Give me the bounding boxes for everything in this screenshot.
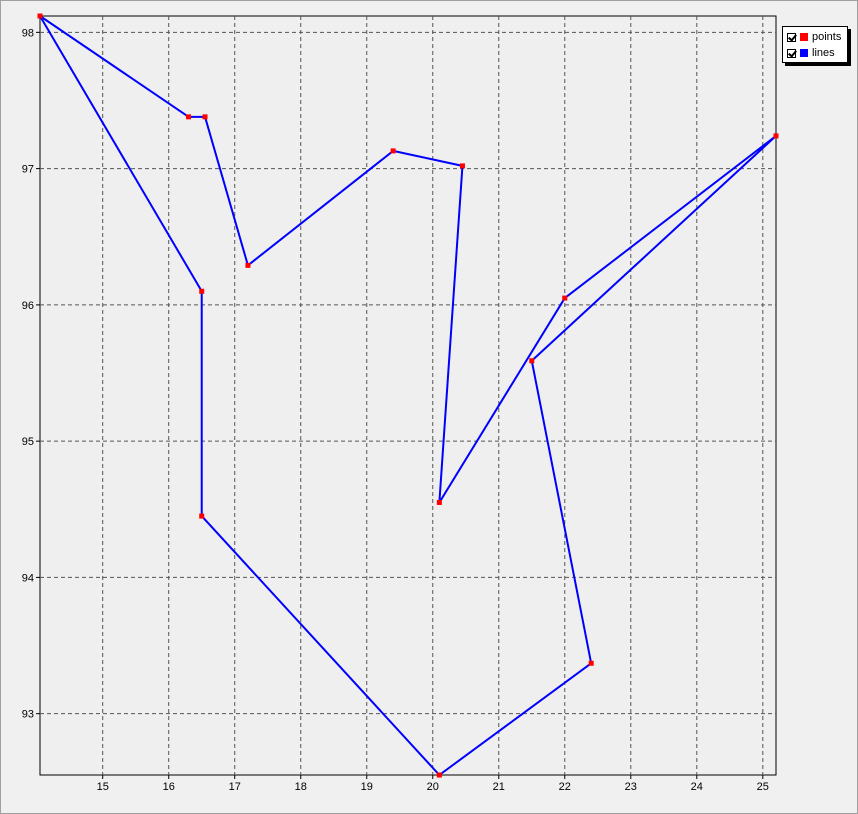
y-tick-label: 93 bbox=[22, 709, 34, 721]
data-point bbox=[245, 262, 251, 268]
data-point bbox=[199, 288, 205, 294]
x-tick-label: 22 bbox=[559, 781, 571, 793]
legend-item-points[interactable]: points bbox=[787, 29, 843, 45]
y-axis: 93 94 95 96 97 98 bbox=[22, 27, 40, 721]
data-point bbox=[199, 513, 205, 519]
legend-swatch-lines bbox=[800, 49, 808, 57]
data-point bbox=[588, 660, 594, 666]
y-tick-label: 94 bbox=[22, 572, 34, 584]
x-tick-label: 16 bbox=[163, 781, 175, 793]
data-point bbox=[436, 772, 442, 778]
x-axis: 15 16 17 18 19 20 21 22 23 24 25 bbox=[97, 775, 769, 793]
y-tick-label: 95 bbox=[22, 436, 34, 448]
data-point bbox=[459, 163, 465, 169]
data-point bbox=[436, 499, 442, 505]
legend: points lines bbox=[782, 26, 848, 63]
x-tick-label: 25 bbox=[757, 781, 769, 793]
data-point bbox=[773, 133, 779, 139]
x-tick-label: 18 bbox=[295, 781, 307, 793]
points-series bbox=[37, 13, 779, 778]
plot-area bbox=[39, 15, 777, 776]
x-tick-label: 15 bbox=[97, 781, 109, 793]
data-point bbox=[37, 13, 43, 19]
x-tick-label: 20 bbox=[427, 781, 439, 793]
y-tick-label: 98 bbox=[22, 27, 34, 39]
data-point bbox=[186, 114, 192, 120]
x-tick-label: 21 bbox=[493, 781, 505, 793]
x-tick-label: 24 bbox=[691, 781, 703, 793]
y-tick-label: 96 bbox=[22, 300, 34, 312]
legend-item-lines[interactable]: lines bbox=[787, 45, 843, 61]
x-tick-label: 19 bbox=[361, 781, 373, 793]
data-point bbox=[529, 358, 535, 364]
legend-label-points: points bbox=[812, 31, 842, 43]
data-point bbox=[562, 295, 568, 301]
grid-layer bbox=[40, 16, 776, 775]
data-point bbox=[390, 148, 396, 154]
y-tick-label: 97 bbox=[22, 164, 34, 176]
x-tick-label: 17 bbox=[229, 781, 241, 793]
legend-checkbox-lines[interactable] bbox=[787, 48, 796, 58]
data-point bbox=[202, 114, 208, 120]
x-tick-label: 23 bbox=[625, 781, 637, 793]
legend-label-lines: lines bbox=[812, 47, 835, 59]
legend-checkbox-points[interactable] bbox=[787, 32, 796, 42]
legend-swatch-points bbox=[800, 33, 808, 41]
